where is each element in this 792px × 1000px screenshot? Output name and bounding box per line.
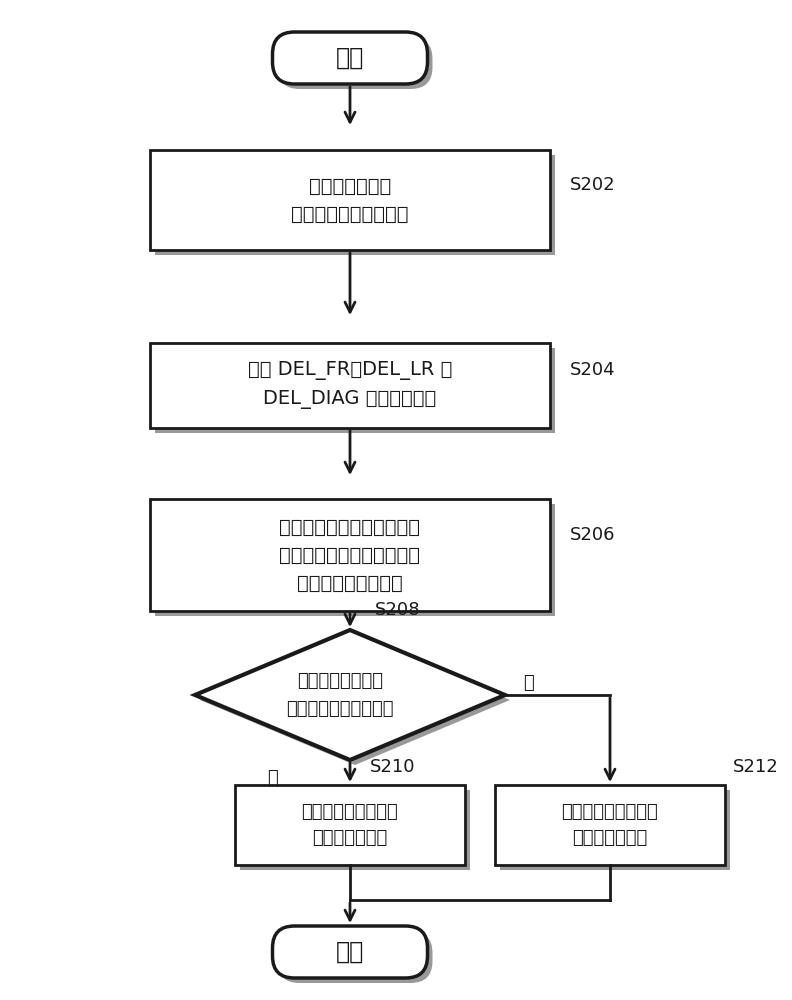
Text: S208: S208 [375, 601, 421, 619]
FancyBboxPatch shape [272, 926, 428, 978]
Bar [155, 348, 555, 432]
FancyBboxPatch shape [277, 931, 432, 983]
Bar [150, 499, 550, 611]
Text: 将第二临界值设定为
已设定的临界值: 将第二临界值设定为 已设定的临界值 [562, 803, 658, 847]
Bar [150, 150, 550, 250]
Bar [235, 785, 465, 865]
Text: S210: S210 [370, 758, 416, 776]
Text: S206: S206 [570, 526, 615, 544]
Text: 是: 是 [267, 769, 278, 787]
FancyBboxPatch shape [277, 37, 432, 89]
Text: 计算 DEL_FR、DEL_LR 及
DEL_DIAG 的半径分析值: 计算 DEL_FR、DEL_LR 及 DEL_DIAG 的半径分析值 [248, 361, 452, 409]
FancyBboxPatch shape [272, 32, 428, 84]
Text: 结束: 结束 [336, 940, 364, 964]
Text: S212: S212 [733, 758, 779, 776]
Text: S204: S204 [570, 361, 615, 379]
Text: 将第一临界值设定为
已设定的临界值: 将第一临界值设定为 已设定的临界值 [302, 803, 398, 847]
Text: 计算出的分析和＜
已设定的决定基准值？: 计算出的分析和＜ 已设定的决定基准值？ [286, 672, 394, 718]
Bar [150, 342, 550, 428]
Text: 根据轮速来计算
相对速度差及平均速度: 根据轮速来计算 相对速度差及平均速度 [291, 176, 409, 224]
Text: 否: 否 [523, 674, 534, 692]
Bar [500, 790, 730, 870]
Polygon shape [195, 630, 505, 760]
Text: 计算三个半径分析值中除去
绝对值最大的值的其余两个
半径分析值的分析和: 计算三个半径分析值中除去 绝对值最大的值的其余两个 半径分析值的分析和 [280, 518, 421, 592]
Bar [155, 504, 555, 616]
Bar [240, 790, 470, 870]
Bar [155, 155, 555, 255]
Text: 开始: 开始 [336, 46, 364, 70]
Polygon shape [200, 635, 510, 765]
Text: S202: S202 [570, 176, 615, 194]
Bar [495, 785, 725, 865]
